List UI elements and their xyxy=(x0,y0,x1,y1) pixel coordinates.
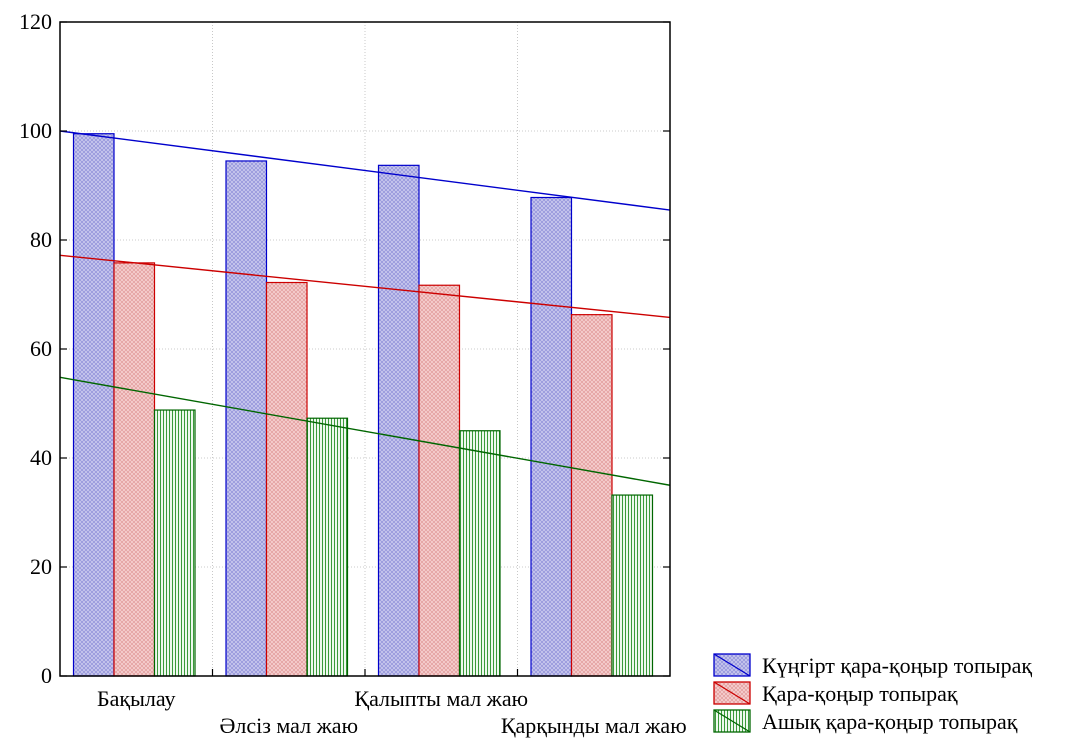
legend-item-1: Күңгірт қара-қоңыр топырақ xyxy=(713,653,1032,678)
x-tick-label: Бақылау xyxy=(97,686,176,711)
y-axis: 0 20 40 60 80 100 120 xyxy=(19,9,670,688)
grid xyxy=(60,22,670,676)
bars xyxy=(72,133,654,677)
trend-line-series-3 xyxy=(59,376,671,486)
bar-series-2-cat-3 xyxy=(418,284,461,677)
legend: Күңгірт қара-қоңыр топырақ Қара-қоңыр топ… xyxy=(713,653,1032,734)
bar-series-3-cat-3 xyxy=(458,430,501,677)
trend-line-series-1 xyxy=(59,130,671,211)
legend-label: Күңгірт қара-қоңыр топырақ xyxy=(762,653,1032,678)
trend-line-series-2 xyxy=(59,254,671,319)
x-tick-label: Қарқынды мал жаю xyxy=(501,713,687,738)
x-tick-label: Әлсіз мал жаю xyxy=(219,713,358,738)
bar-series-3-cat-1 xyxy=(153,409,196,677)
bar-series-1-cat-3 xyxy=(377,164,420,677)
bar-series-2-cat-2 xyxy=(265,281,308,677)
legend-swatch-line xyxy=(713,709,751,733)
trend-lines xyxy=(59,130,671,486)
y-tick-label: 0 xyxy=(41,663,52,688)
bar-series-1-cat-1 xyxy=(72,133,115,677)
bar-series-1-cat-4 xyxy=(530,196,573,677)
legend-swatch-line xyxy=(713,681,751,705)
bar-series-1-cat-2 xyxy=(225,160,268,677)
legend-label: Қара-қоңыр топырақ xyxy=(762,681,958,706)
bar-series-3-cat-2 xyxy=(306,417,349,677)
y-tick-label: 100 xyxy=(19,118,52,143)
y-tick-label: 60 xyxy=(30,336,52,361)
legend-item-2: Қара-қоңыр топырақ xyxy=(713,681,958,706)
x-tick-label: Қалыпты мал жаю xyxy=(354,686,528,711)
y-tick-label: 40 xyxy=(30,445,52,470)
bar-series-2-cat-4 xyxy=(570,314,613,677)
bar-series-2-cat-1 xyxy=(113,262,156,677)
y-tick-label: 80 xyxy=(30,227,52,252)
y-tick-label: 20 xyxy=(30,554,52,579)
legend-item-3: Ашық қара-қоңыр топырақ xyxy=(713,709,1018,734)
y-tick-label: 120 xyxy=(19,9,52,34)
legend-swatch-line xyxy=(713,653,751,677)
legend-label: Ашық қара-қоңыр топырақ xyxy=(762,709,1018,734)
bar-series-3-cat-4 xyxy=(611,494,654,677)
